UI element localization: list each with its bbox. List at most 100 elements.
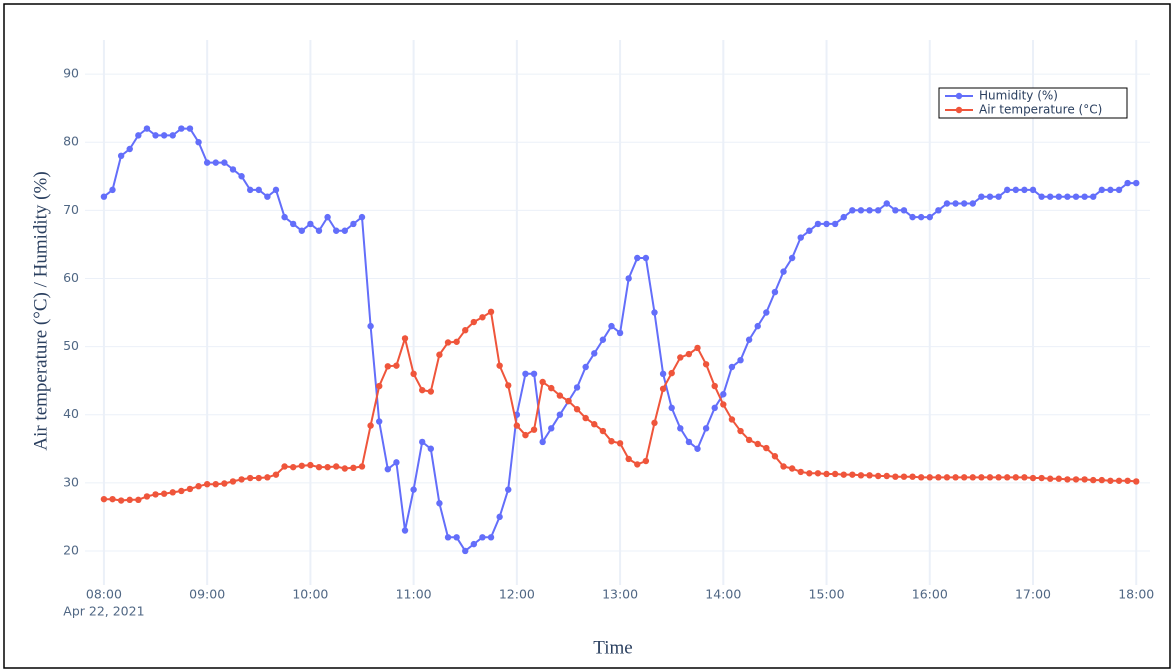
marker [281, 463, 288, 470]
y-tick-label: 30 [63, 474, 79, 489]
marker [806, 470, 813, 477]
x-tick-label: 14:00 [705, 587, 741, 602]
marker [238, 173, 245, 180]
marker [608, 322, 615, 330]
marker [1047, 193, 1054, 200]
marker [1029, 474, 1037, 482]
marker [135, 496, 142, 504]
marker [419, 438, 426, 446]
marker [1029, 186, 1037, 194]
marker [616, 329, 624, 337]
marker [943, 200, 951, 207]
marker [857, 472, 865, 479]
marker [582, 414, 589, 422]
marker [1081, 193, 1088, 200]
marker [857, 207, 865, 214]
marker [358, 463, 366, 470]
marker [100, 495, 108, 503]
marker [986, 193, 994, 200]
marker [831, 470, 839, 478]
y-tick-label: 20 [63, 542, 79, 557]
marker [866, 207, 873, 214]
marker [1081, 476, 1088, 483]
marker [737, 427, 744, 435]
marker [462, 547, 469, 555]
marker [582, 363, 589, 371]
marker [1055, 475, 1063, 482]
marker [917, 213, 925, 221]
marker [246, 186, 254, 194]
legend-marker [955, 92, 963, 100]
marker [238, 476, 245, 483]
marker [1003, 186, 1011, 194]
marker [677, 425, 684, 432]
marker [126, 496, 133, 504]
marker [315, 227, 323, 234]
legend-label: Humidity (%) [979, 89, 1058, 103]
marker [496, 513, 503, 521]
marker [986, 474, 994, 481]
marker [203, 159, 211, 166]
marker [694, 344, 701, 352]
marker [195, 483, 202, 490]
y-tick-label: 40 [63, 406, 79, 421]
marker [720, 391, 727, 398]
marker [702, 425, 710, 432]
marker [1003, 474, 1011, 481]
marker [1133, 478, 1140, 485]
x-tick-label: 09:00 [189, 587, 225, 602]
marker [350, 464, 357, 472]
marker [840, 213, 847, 221]
marker [410, 370, 417, 378]
marker [487, 534, 495, 541]
marker [289, 220, 297, 228]
marker [376, 418, 383, 425]
marker [169, 132, 176, 139]
marker [470, 318, 478, 326]
marker [771, 453, 779, 460]
marker [978, 474, 985, 481]
marker [143, 125, 151, 132]
marker [332, 227, 340, 234]
marker [960, 200, 968, 207]
marker [229, 166, 237, 173]
marker [616, 440, 624, 447]
marker [926, 213, 933, 221]
marker [1021, 474, 1028, 481]
marker [1021, 186, 1028, 194]
marker [264, 193, 271, 200]
marker [410, 486, 417, 493]
marker [677, 354, 684, 361]
marker [849, 471, 856, 478]
x-tick-label: 16:00 [912, 587, 948, 602]
marker [307, 220, 314, 228]
marker [995, 193, 1002, 200]
marker [505, 486, 512, 493]
marker [935, 474, 942, 481]
marker [496, 362, 503, 369]
marker [797, 468, 804, 476]
marker [634, 461, 641, 468]
marker [737, 356, 744, 364]
marker [754, 322, 761, 330]
marker [1124, 179, 1131, 187]
marker [995, 474, 1002, 481]
marker [1072, 476, 1080, 483]
marker [341, 227, 348, 234]
marker [100, 193, 108, 200]
marker [427, 445, 435, 452]
marker [711, 404, 718, 412]
marker [307, 461, 314, 469]
marker [599, 336, 607, 343]
marker [694, 445, 701, 452]
marker [539, 438, 546, 446]
marker [556, 411, 564, 418]
marker [393, 362, 400, 369]
marker [960, 474, 968, 481]
marker [754, 440, 761, 448]
marker [255, 474, 262, 482]
marker [831, 220, 839, 228]
marker [1124, 477, 1131, 484]
marker [642, 457, 650, 465]
marker [1012, 186, 1019, 194]
